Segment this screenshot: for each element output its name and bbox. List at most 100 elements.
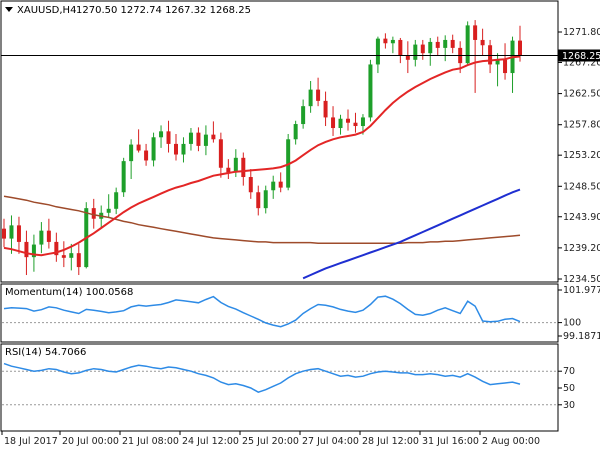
rsi-tick-label: 70 <box>563 366 575 377</box>
momentum-line <box>3 295 521 328</box>
candle-body <box>91 208 96 219</box>
momentum-pane[interactable] <box>0 283 559 343</box>
candle-body <box>346 118 350 123</box>
rsi-line <box>3 362 521 394</box>
candle-body <box>435 41 440 48</box>
candle-body <box>233 157 238 173</box>
candle-body <box>480 39 485 46</box>
candle-body <box>316 89 321 101</box>
candle-body <box>375 38 380 65</box>
candle-body <box>263 190 268 209</box>
candle-body <box>159 131 164 138</box>
rsi-series <box>3 362 521 394</box>
candle-body <box>129 144 134 162</box>
candle-body <box>203 134 208 146</box>
candle-body <box>106 208 111 213</box>
price-tick-label: 1243.90 <box>563 212 600 223</box>
time-tick-label: 28 Jul 12:00 <box>362 436 419 447</box>
candle-body <box>248 177 253 193</box>
ohlc-values: 1270.50 1272.74 1267.32 1268.25 <box>76 5 251 16</box>
time-tick-label: 24 Jul 12:00 <box>182 436 239 447</box>
candle-body <box>323 100 328 118</box>
time-tick-label: 25 Jul 20:00 <box>242 436 299 447</box>
candle-body <box>405 55 410 60</box>
candle-body <box>271 181 276 191</box>
triangle-down-icon[interactable] <box>5 7 13 12</box>
rsi-y-ticks: 70 50 30 <box>2 366 575 411</box>
ma100-line <box>302 188 521 280</box>
candle-body <box>383 38 388 44</box>
candle-body <box>338 118 343 129</box>
momentum-tick-label: 100 <box>563 318 581 329</box>
momentum-tick-label: 101.9778 <box>563 285 600 296</box>
time-tick-label: 27 Jul 04:00 <box>302 436 359 447</box>
current-price-label: 1268.25 <box>562 51 600 62</box>
candle-body <box>144 150 149 161</box>
ema20-line <box>3 55 521 257</box>
candle-body <box>293 124 298 140</box>
time-tick-label: 2 Aug 00:00 <box>482 436 540 447</box>
price-tick-label: 1262.50 <box>563 89 600 100</box>
candle-body <box>188 132 193 144</box>
candle-body <box>54 241 59 256</box>
candle-body <box>308 89 313 107</box>
candle-body <box>121 161 126 193</box>
indicator-lines <box>3 55 521 280</box>
candle-body <box>488 45 493 65</box>
price-pane[interactable] <box>0 0 559 283</box>
time-tick-label: 20 Jul 00:00 <box>62 436 119 447</box>
time-tick-label: 21 Jul 08:00 <box>122 436 179 447</box>
candle-body <box>450 39 455 48</box>
candle-body <box>278 181 283 188</box>
rsi-tick-label: 50 <box>563 383 575 394</box>
candle-body <box>218 139 223 168</box>
candle-body <box>196 132 201 146</box>
rsi-tick-label: 30 <box>563 400 575 411</box>
time-tick-label: 18 Jul 2017 <box>4 436 58 447</box>
candle-body <box>256 192 261 209</box>
candle-body <box>16 225 21 242</box>
candle-body <box>518 40 522 56</box>
candle-body <box>360 117 365 127</box>
price-tick-label: 1257.80 <box>563 120 600 131</box>
current-price-box <box>558 49 600 62</box>
candle-body <box>46 230 51 242</box>
candle-body <box>39 230 44 245</box>
price-tick-label: 1234.50 <box>563 274 600 285</box>
candle-body <box>495 59 500 65</box>
candle-body <box>241 157 246 178</box>
candle-body <box>181 143 186 155</box>
ma200-line <box>3 195 521 244</box>
candle-body <box>31 244 36 258</box>
price-tick-label: 1267.20 <box>563 57 600 68</box>
candle-body <box>166 131 171 144</box>
price-tick-label: 1271.80 <box>563 27 600 38</box>
candle-body <box>331 117 336 129</box>
candle-body <box>420 44 425 54</box>
momentum-y-ticks: 101.9778 100 99.1871 <box>2 285 600 342</box>
candle-body <box>151 137 156 161</box>
rsi-pane[interactable] <box>0 343 559 432</box>
candle-body <box>61 255 66 258</box>
candle-body <box>174 143 178 155</box>
momentum-title: Momentum(14) 100.0568 <box>5 287 133 298</box>
time-tick-label: 31 Jul 16:00 <box>422 436 479 447</box>
candle-body <box>24 241 29 258</box>
candle-body <box>443 39 448 48</box>
candle-body <box>9 225 14 239</box>
candle-body <box>398 39 403 56</box>
symbol-timeframe: XAUUSD,H4 <box>17 5 76 16</box>
price-tick-label: 1239.20 <box>563 243 600 254</box>
candle-body <box>353 122 358 127</box>
rsi-title: RSI(14) 54.7066 <box>5 347 86 358</box>
candle-body <box>211 134 216 140</box>
candle-body <box>413 44 418 60</box>
candle-body <box>503 59 508 74</box>
candle-body <box>368 64 373 118</box>
momentum-series <box>3 295 521 328</box>
candle-body <box>76 253 81 268</box>
candle-body <box>114 192 119 209</box>
price-tick-label: 1248.50 <box>563 181 600 192</box>
price-tick-label: 1253.20 <box>563 150 600 161</box>
